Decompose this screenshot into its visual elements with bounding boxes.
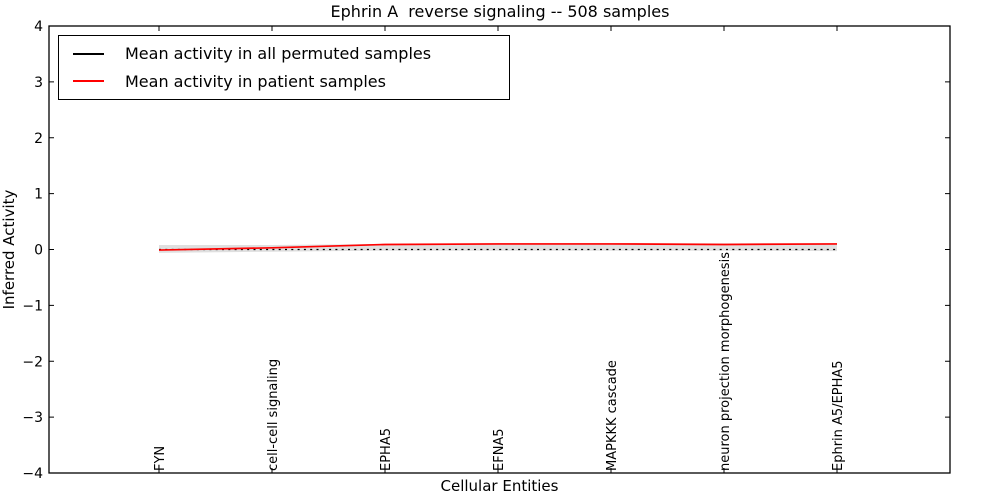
- legend-item-patient: Mean activity in patient samples: [59, 69, 509, 93]
- y-tick-label: −1: [22, 298, 43, 314]
- black-line-sample-icon: [73, 52, 104, 55]
- x-tick-label: Ephrin A5/EPHA5: [831, 360, 846, 471]
- chart-title: Ephrin A reverse signaling -- 508 sample…: [330, 2, 670, 21]
- y-tick-label: 4: [34, 19, 43, 35]
- x-axis-label: Cellular Entities: [440, 477, 559, 495]
- x-tick-label: cell-cell signaling: [266, 359, 281, 471]
- x-tick-label: EPHA5: [379, 428, 394, 471]
- x-tick-label: FYN: [153, 446, 168, 471]
- legend: Mean activity in all permuted samples Me…: [58, 35, 510, 100]
- y-tick-label: −2: [22, 354, 43, 370]
- y-tick-label: 2: [34, 131, 43, 147]
- y-tick-label: −4: [22, 466, 43, 482]
- y-axis-label: Inferred Activity: [0, 189, 18, 309]
- legend-label-permuted: Mean activity in all permuted samples: [125, 44, 432, 64]
- legend-item-permuted: Mean activity in all permuted samples: [59, 42, 509, 66]
- red-line-sample-icon: [73, 80, 104, 83]
- legend-label-patient: Mean activity in patient samples: [125, 71, 386, 91]
- x-tick-label: neuron projection morphogenesis: [718, 252, 733, 471]
- x-tick-label: MAPKKK cascade: [605, 360, 620, 471]
- y-tick-label: −3: [22, 410, 43, 426]
- y-tick-label: 1: [34, 187, 43, 203]
- y-tick-label: 3: [34, 75, 43, 91]
- x-tick-label: EFNA5: [492, 428, 507, 471]
- patient-mean-line: [158, 243, 838, 251]
- y-tick-label: 0: [34, 243, 43, 259]
